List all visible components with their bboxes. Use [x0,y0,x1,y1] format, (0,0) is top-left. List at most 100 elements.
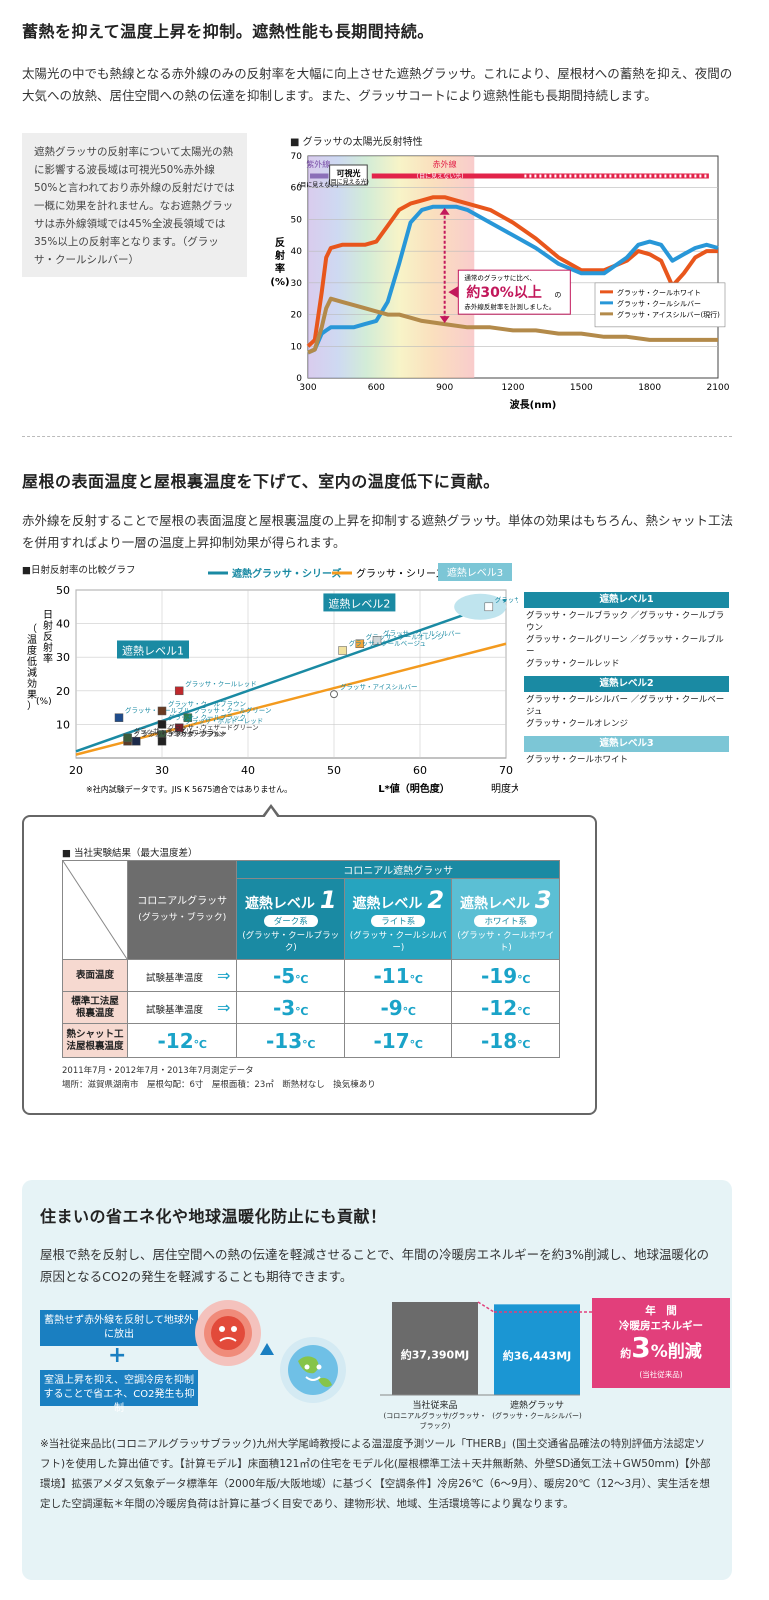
value-cell: -13℃ [236,1023,345,1058]
section1-paragraph: 太陽光の中でも熱線となる赤外線のみの反射率を大幅に向上させた遮熱グラッサ。これに… [22,66,733,103]
data-point-label: グラッサ・ウェザードグリーン [168,722,259,731]
data-point [157,706,167,716]
x-tick-label: 900 [436,383,453,393]
level3-label: 遮熱レベル [459,895,530,912]
level1-type: ダーク系 [263,914,318,927]
value-cell: -19℃ [451,959,560,992]
x-tick-label: 60 [413,764,427,777]
results-note-dates: 2011年7月・2012年7月・2013年7月測定データ [62,1066,254,1076]
level-legend-item: グラッサ・クールブラック ／グラッサ・クールブラウン [526,611,725,633]
visible-label-box [329,164,368,186]
data-point-label: グラッサ・ボルドーレッド [185,716,263,725]
legend-label: グラッサ・クールホワイト [617,288,701,297]
value-text: -9 [380,995,403,1020]
y-axis-label-char: 射 [43,642,53,654]
reflectance-comparison-chart: 遮熱グラッサ・シリーズ グラッサ・シリーズ 遮熱レベル3 遮熱レベル1遮熱レベル2 … [27,563,518,795]
table-row: 熱シャット工法屋根裏温度 -12℃ -13℃ -17℃ -18℃ [62,1023,560,1058]
callout-line1: 通常のグラッサに比べ、 [464,273,536,282]
y-tick-label: 40 [56,618,70,631]
unit-text: ℃ [295,972,309,986]
data-point-label: グラッサ・クールレッド [185,679,257,688]
row-head-standard: 標準工法屋根裏温度 [62,991,128,1024]
data-point [372,636,382,645]
reduction-badge-text: 年 間 冷暖房エネルギー 約3%削減 (当社従来品) [598,1303,724,1380]
data-point [131,736,141,746]
arrow-down-icon [439,316,450,324]
unit-text: ℃ [409,972,423,986]
arrow-up-icon [439,207,450,215]
y-axis-label-char: 低 [27,655,37,668]
level1-label: 遮熱レベル1 [122,643,184,657]
value-cell: -17℃ [343,1023,453,1058]
level2-label: 遮熱レベル [352,895,423,912]
value-cell: -12℃ [451,991,560,1024]
level-legend: 遮熱レベル1 グラッサ・クールブラック ／グラッサ・クールブラウン グラッサ・ク… [524,592,729,770]
badge-sub: (当社従来品) [639,1370,683,1379]
value-text: -3 [272,995,296,1020]
badge-line1: 年 間 [645,1305,677,1317]
data-point-label: グラッサ・クールグリーン [194,706,272,715]
y-tick-label: 40 [291,247,303,257]
unit-text: ℃ [402,1004,416,1018]
data-point [123,733,132,743]
y-axis-label: 率 [275,262,285,275]
section1-heading: 蓄熱を抑えて温度上昇を抑制。遮熱性能も長期間持続。 [22,22,434,41]
row-base: 試験基準温度 ⇒ [126,959,238,992]
series-line [306,195,718,348]
section2-heading: 屋根の表面温度と屋根裏温度を下げて、室内の温度低下に貢献。 [22,472,500,491]
bar1-sub: (コロニアルグラッサ/グラッサ・ブラック) [383,1412,487,1430]
energy-bar-value: 約37,390MJ [401,1348,470,1362]
uv-label: 紫外線 [306,159,330,169]
data-point [157,736,167,746]
unit-text: ℃ [193,1037,207,1051]
y-axis-label-char: 日 [43,610,53,621]
y-axis-label: (%) [270,277,289,288]
y-tick-label: 10 [56,718,70,731]
data-point [174,686,184,696]
x-tick-label: 70 [499,764,513,777]
results-note-location: 場所：滋賀県湖南市 屋根勾配：6寸 屋根面積：23㎡ 断熱材なし 換気棟あり [62,1080,376,1090]
level3-number: 3 [534,885,552,914]
callout-box [457,269,571,315]
level2-number: 2 [427,885,445,914]
footnote: ※当社従来品比(コロニアルグラッサブラック)九州大学尾崎教授による温湿度予測ツー… [40,1438,711,1510]
level1-number: 1 [319,885,337,914]
y-tick-label: 50 [56,584,70,597]
y-tick-label: 20 [56,685,70,698]
bar1-name: 当社従来品 [412,1401,458,1411]
y-axis-label-char: （ [27,623,37,635]
trend-line [75,598,507,753]
y-axis-label-char: 果 [27,689,37,701]
reflect-box: 蓄熱せず赤外線を反射して地球外に放出 [40,1310,198,1346]
legend-label: グラッサ・クールシルバー [617,299,701,308]
bar2-name: 遮熱グラッサ [509,1401,564,1411]
reflectance-note-text: 遮熱グラッサの反射率について太陽光の熱に影響する波長域は可視光50%赤外線50%… [34,146,235,266]
level2-badge [323,593,396,612]
energy-bar-chart: 約37,390MJ 約36,443MJ [380,1298,730,1396]
unit-text: ℃ [517,972,531,986]
series-line [307,296,718,355]
x-axis-end-label: 明度大 [491,782,518,795]
level2-type: ライト系 [371,914,426,927]
x-tick-label: 30 [155,764,169,777]
section3-paragraph: 屋根で熱を反射し、居住空間への熱の伝達を軽減させることで、年間の冷暖房エネルギー… [40,1247,709,1284]
spectral-chart-caption: ■ グラッサの太陽光反射特性 [290,137,423,148]
legend-level3: 遮熱レベル3 [447,566,503,579]
value-cell: -18℃ [451,1023,560,1058]
level3-product: (グラッサ・クールホワイト) [457,930,555,953]
section2-paragraph: 赤外線を反射することで屋根の表面温度と屋根裏温度の上昇を抑制する遮熱グラッサ。単… [22,513,734,550]
x-tick-label: 50 [327,764,341,777]
visible-sub-label: (目に見える光) [328,178,369,186]
x-tick-label: 1200 [502,383,525,393]
difference-dash [477,1301,495,1313]
y-axis-label: 射 [274,249,285,262]
bar1-label: 当社従来品 (コロニアルグラッサ/グラッサ・ブラック) [380,1398,490,1431]
scatter-chart-caption: ■日射反射率の比較グラフ [22,565,136,576]
value-text: -5 [272,963,296,988]
y-axis-label: 反 [275,236,285,249]
level-legend-item: グラッサ・クールオレンジ [526,719,629,729]
section3-heading: 住まいの省エネ化や地球温暖化防止にも貢献！ [40,1207,387,1226]
value-text: -13 [266,1028,303,1053]
reflectance-note: 遮熱グラッサの反射率について太陽光の熱に影響する波長域は可視光50%赤外線50%… [22,133,247,277]
y-axis-label-char: 反 [43,631,53,643]
